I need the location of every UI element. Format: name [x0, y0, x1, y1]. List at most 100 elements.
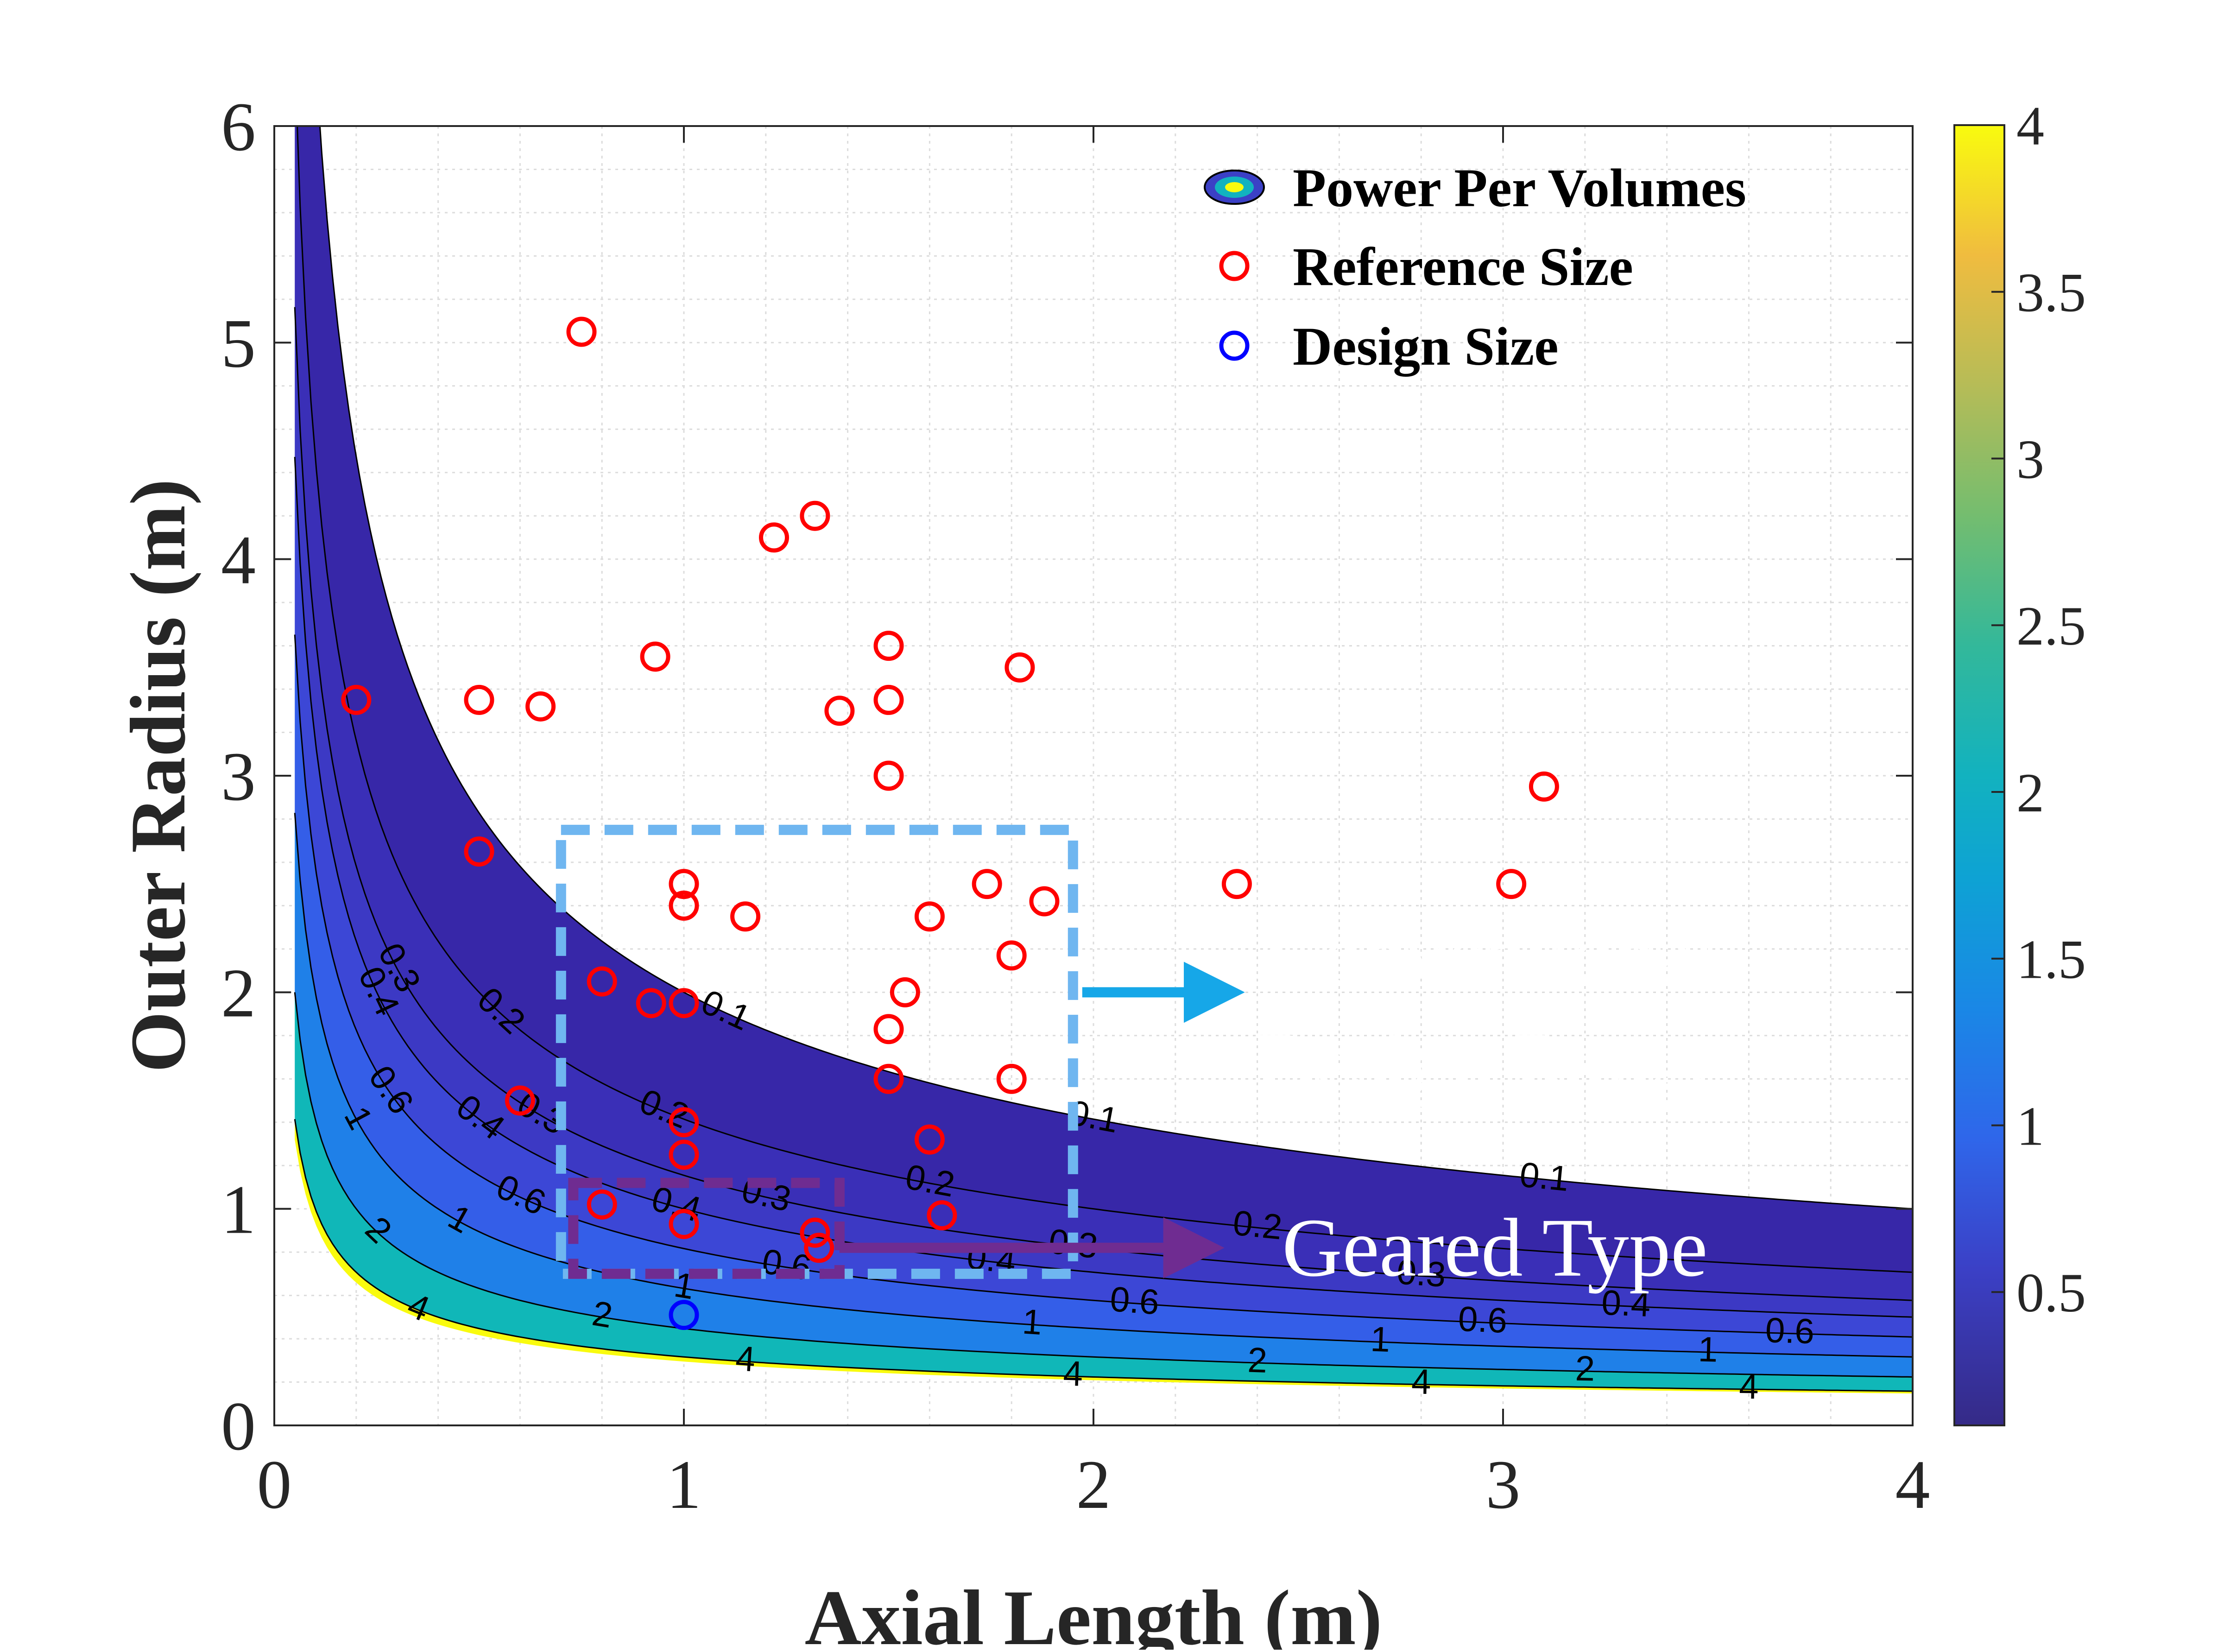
y-tick-label: 6 — [221, 89, 256, 165]
reference-size-marker — [464, 836, 494, 867]
reference-size-marker — [873, 1063, 904, 1094]
legend-label-reference: Reference Size — [1293, 236, 1633, 297]
reference-size-marker — [758, 522, 789, 553]
reference-size-marker — [914, 1124, 945, 1155]
axis-tick-layer: 0 1 2 3 4 0 1 2 3 4 5 6 — [221, 89, 1930, 1523]
legend-marker-design — [1219, 330, 1250, 361]
colorbar-tick-label: 0.5 — [2016, 1262, 2086, 1323]
reference-size-marker — [873, 760, 904, 791]
contour-label: 1 — [1370, 1319, 1391, 1360]
colorbar-gradient — [1953, 124, 2005, 1426]
colorbar-tick-label: 2.5 — [2016, 595, 2086, 657]
reference-size-marker — [1496, 869, 1527, 899]
reference-size-marker — [996, 940, 1027, 971]
legend: Power Per Volumes Reference Size Design … — [1204, 158, 1746, 377]
reference-size-marker — [972, 869, 1002, 899]
reference-size-marker — [804, 1233, 834, 1263]
reference-size-marker — [730, 901, 761, 932]
reference-size-marker — [669, 869, 699, 899]
contour-line — [294, 992, 1913, 1378]
colorbar-ticks: 0.5 1 1.5 2 2.5 3 3.5 4 — [1991, 95, 2086, 1323]
conventional-range-label: Conventional — [1266, 909, 1716, 1001]
legend-label-design: Design Size — [1293, 316, 1559, 377]
contour-label: 4 — [1063, 1354, 1084, 1394]
y-tick-label: 4 — [221, 522, 256, 599]
reference-size-marker — [669, 890, 699, 921]
reference-size-marker — [1029, 886, 1060, 917]
marker-layer — [341, 316, 1559, 1330]
reference-size-marker — [1529, 771, 1559, 802]
legend-entry-design: Design Size — [1219, 316, 1559, 377]
reference-size-marker — [669, 1209, 699, 1239]
reference-size-marker — [890, 977, 920, 1007]
legend-label-power: Power Per Volumes — [1293, 158, 1746, 218]
colorbar-tick-label: 4 — [2016, 95, 2044, 157]
y-tick-label: 5 — [221, 305, 256, 382]
contour-label: 4 — [1411, 1362, 1431, 1402]
contour-label: 1 — [1698, 1330, 1718, 1370]
x-axis-title: Axial Length (m) — [805, 1574, 1383, 1650]
y-tick-label: 2 — [221, 955, 256, 1032]
reference-size-marker — [1005, 652, 1035, 683]
contour-label: 0.4 — [1601, 1283, 1651, 1325]
y-tick-label: 0 — [221, 1388, 256, 1465]
contour-line — [294, 813, 1913, 1358]
reference-size-marker — [464, 684, 494, 715]
y-tick-label: 1 — [221, 1171, 256, 1248]
contour-label: 0.6 — [1457, 1299, 1508, 1341]
reference-size-marker — [800, 1217, 830, 1248]
reference-size-marker — [341, 684, 372, 715]
contour-label: 0.2 — [903, 1157, 958, 1205]
contour-label: 2 — [1575, 1349, 1595, 1389]
conventional-range-label: Design Range — [1256, 1015, 1726, 1108]
contour-line — [294, 1119, 1913, 1392]
contour-label: 0.6 — [1765, 1310, 1815, 1351]
reference-size-marker — [873, 631, 904, 661]
reference-size-marker — [640, 641, 670, 672]
contour-label: 4 — [734, 1339, 757, 1380]
reference-size-marker — [873, 1014, 904, 1044]
reference-size-marker — [505, 1085, 535, 1116]
y-axis-title: Outer Radius (m) — [114, 479, 202, 1072]
contour-label: 2 — [1247, 1341, 1268, 1380]
legend-entry-reference: Reference Size — [1219, 236, 1633, 297]
reference-size-marker — [669, 1107, 699, 1138]
x-tick-label: 3 — [1486, 1446, 1521, 1523]
reference-size-marker — [525, 691, 556, 722]
legend-entry-power: Power Per Volumes — [1204, 158, 1746, 218]
colorbar: 0.5 1 1.5 2 2.5 3 3.5 4 — [1953, 95, 2086, 1426]
contour-label: 0.3 — [1396, 1252, 1447, 1295]
design-size-marker — [669, 1300, 699, 1330]
reference-size-marker — [800, 500, 830, 531]
reference-size-marker — [1221, 869, 1252, 899]
contour-label: 0.1 — [1518, 1155, 1570, 1199]
annotation-layer: Conventional Design Range Geared Type — [556, 824, 1726, 1294]
x-tick-label: 4 — [1895, 1446, 1930, 1523]
contour-label: 0.6 — [1109, 1279, 1160, 1322]
contour-label: 1 — [1021, 1302, 1043, 1342]
reference-size-marker — [636, 988, 666, 1019]
reference-size-marker — [824, 696, 855, 726]
reference-size-marker — [914, 901, 945, 932]
reference-size-marker — [566, 316, 597, 347]
colorbar-tick-label: 1.5 — [2016, 929, 2086, 990]
x-tick-label: 0 — [257, 1446, 292, 1523]
colorbar-tick-label: 2 — [2016, 762, 2044, 823]
contour-label: 0.2 — [1231, 1203, 1284, 1247]
geared-range-box — [568, 1177, 845, 1279]
legend-marker-reference — [1219, 251, 1250, 281]
legend-ellipse-inner — [1225, 182, 1244, 192]
x-tick-label: 2 — [1076, 1446, 1111, 1523]
geared-type-label: Geared Type — [1282, 1202, 1708, 1294]
colorbar-tick-label: 1 — [2016, 1095, 2044, 1157]
y-tick-label: 3 — [221, 738, 256, 815]
reference-size-marker — [587, 966, 617, 997]
reference-size-marker — [669, 988, 699, 1019]
colorbar-tick-label: 3.5 — [2016, 262, 2086, 323]
contour-label: 4 — [1739, 1367, 1759, 1407]
reference-size-marker — [587, 1189, 617, 1220]
reference-size-marker — [996, 1063, 1027, 1094]
reference-size-marker — [873, 684, 904, 715]
